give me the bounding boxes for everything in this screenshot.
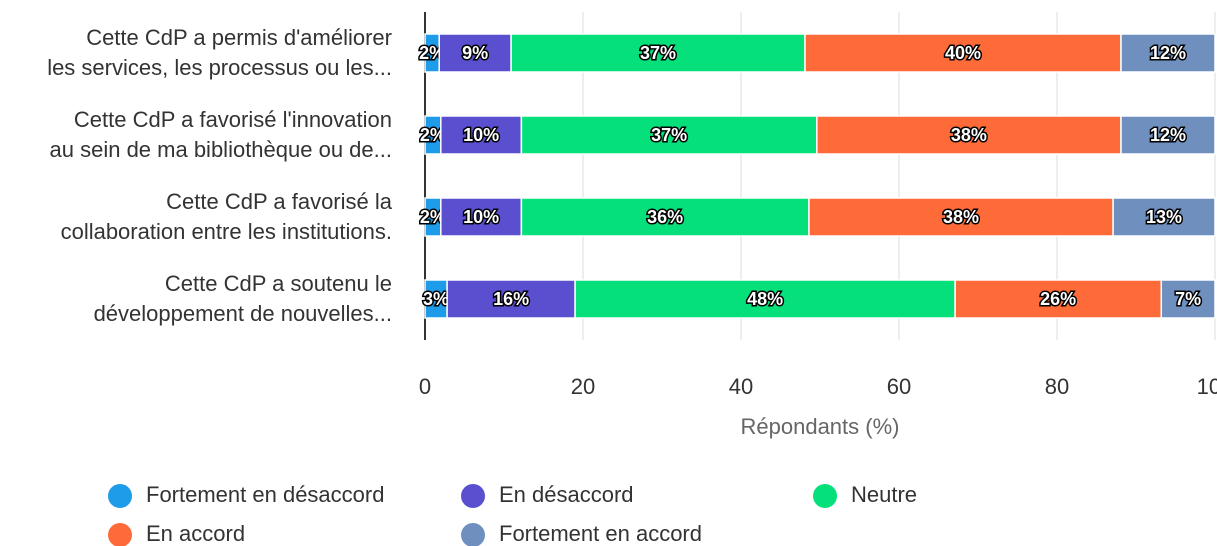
legend-label: En désaccord xyxy=(499,482,634,507)
data-label: 38% xyxy=(951,125,987,145)
data-label: 36% xyxy=(647,207,683,227)
y-tick-label: les services, les processus ou les... xyxy=(47,55,392,80)
y-tick-label: développement de nouvelles... xyxy=(94,301,392,326)
data-label: 37% xyxy=(640,43,676,63)
legend-swatch xyxy=(461,484,485,508)
legend-label: Fortement en accord xyxy=(499,521,702,546)
data-label: 7% xyxy=(1175,289,1201,309)
bar-segment xyxy=(440,115,523,155)
data-label: 16% xyxy=(493,289,529,309)
legend-swatch xyxy=(108,523,132,546)
y-tick-label: Cette CdP a soutenu le xyxy=(165,271,392,296)
y-tick-label: au sein de ma bibliothèque ou de... xyxy=(50,137,392,162)
data-label: 38% xyxy=(943,207,979,227)
bar-segment xyxy=(808,197,1114,237)
legend-swatch xyxy=(813,484,837,508)
bar-segment xyxy=(816,115,1122,155)
legend-swatch xyxy=(108,484,132,508)
bar-segment xyxy=(1112,197,1216,237)
bar-segment xyxy=(520,197,810,237)
legend-label: Fortement en désaccord xyxy=(146,482,384,507)
data-label: 9% xyxy=(462,43,488,63)
x-axis-label: Répondants (%) xyxy=(741,414,900,439)
bar-segment xyxy=(1160,279,1216,319)
bar-segment xyxy=(1120,115,1216,155)
bar-segment xyxy=(954,279,1163,319)
x-tick-label: 60 xyxy=(887,374,911,399)
legend-label: Neutre xyxy=(851,482,917,507)
data-label: 3% xyxy=(423,289,449,309)
data-label: 10% xyxy=(463,207,499,227)
x-tick-label: 0 xyxy=(419,374,431,399)
data-label: 37% xyxy=(651,125,687,145)
bar-segment xyxy=(510,33,806,73)
bar-segment xyxy=(1120,33,1216,73)
legend-swatch xyxy=(461,523,485,546)
x-tick-label: 100 xyxy=(1197,374,1217,399)
data-label: 26% xyxy=(1040,289,1076,309)
legend-label: En accord xyxy=(146,521,245,546)
data-label: 12% xyxy=(1150,43,1186,63)
y-tick-label: Cette CdP a permis d'améliorer xyxy=(86,25,392,50)
x-tick-label: 20 xyxy=(571,374,595,399)
x-tick-label: 80 xyxy=(1045,374,1069,399)
data-label: 12% xyxy=(1150,125,1186,145)
data-label: 10% xyxy=(463,125,499,145)
bar-segment xyxy=(446,279,576,319)
bar-segment xyxy=(438,33,512,73)
data-label: 48% xyxy=(747,289,783,309)
bar-segment xyxy=(804,33,1122,73)
y-tick-label: collaboration entre les institutions. xyxy=(61,219,392,244)
y-tick-label: Cette CdP a favorisé l'innovation xyxy=(74,107,392,132)
x-tick-label: 40 xyxy=(729,374,753,399)
y-tick-label: Cette CdP a favorisé la xyxy=(166,189,393,214)
data-label: 40% xyxy=(945,43,981,63)
data-label: 13% xyxy=(1146,207,1182,227)
